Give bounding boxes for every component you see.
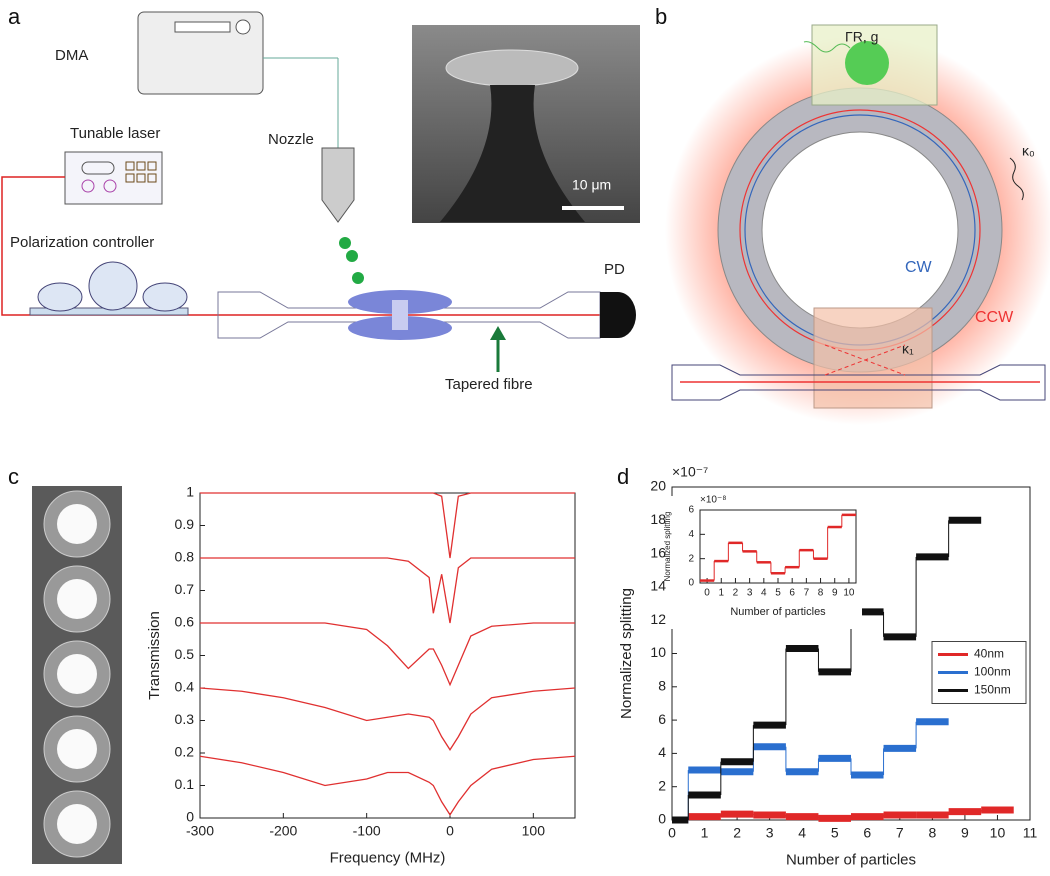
y-tick-label: 0.5 [175, 646, 195, 662]
label: CCW [975, 309, 1014, 326]
trace [199, 755, 576, 816]
label: Tunable laser [70, 125, 160, 142]
y-tick-label: 2 [688, 553, 694, 564]
x-tick-label: 5 [831, 825, 839, 841]
y-tick-label: 0 [688, 578, 694, 589]
x-tick-label: 1 [701, 825, 709, 841]
x-tick-label: 4 [761, 588, 767, 599]
y-tick-label: 0.6 [175, 614, 195, 630]
trace [200, 557, 575, 624]
x-tick-label: 6 [789, 588, 795, 599]
label: κ₀ [1022, 143, 1035, 159]
x-tick-label: 4 [798, 825, 806, 841]
x-tick-label: 3 [766, 825, 774, 841]
micrograph-strip [32, 486, 122, 864]
setup-diagram [1, 11, 640, 372]
y-tick-label: 18 [650, 511, 666, 527]
x-tick-label: 7 [896, 825, 904, 841]
x-tick-label: 0 [446, 823, 454, 839]
legend-label: 40nm [974, 647, 1004, 661]
legend-label: 150nm [974, 683, 1011, 697]
y-tick-label: 0.4 [175, 679, 195, 695]
label: Tapered fibre [445, 376, 533, 393]
y-axis-label: Normalized splitting [618, 588, 635, 719]
x-tick-label: 6 [863, 825, 871, 841]
label: Polarization controller [10, 234, 154, 251]
y-tick-label: 0.7 [175, 581, 195, 597]
x-tick-label: -200 [269, 823, 297, 839]
label: DMA [55, 47, 88, 64]
x-tick-label: 5 [775, 588, 781, 599]
x-axis-label: Number of particles [730, 606, 826, 618]
x-tick-label: 100 [522, 823, 546, 839]
x-tick-label: -100 [353, 823, 381, 839]
y-tick-label: 16 [650, 544, 666, 560]
scale-label: 10 μm [572, 177, 611, 193]
x-tick-label: 0 [704, 588, 710, 599]
panel-label: a [8, 4, 21, 29]
trace [200, 622, 575, 687]
label: PD [604, 261, 625, 278]
x-tick-label: 10 [843, 588, 855, 599]
y-tick-label: 6 [688, 505, 694, 516]
y-multiplier: ×10⁻⁸ [700, 495, 726, 506]
x-tick-label: 9 [961, 825, 969, 841]
y-tick-label: 20 [650, 478, 666, 494]
x-tick-label: -300 [186, 823, 214, 839]
y-tick-label: 0.2 [175, 744, 195, 760]
x-tick-label: 3 [747, 588, 753, 599]
trace [200, 492, 575, 559]
x-tick-label: 0 [668, 825, 676, 841]
y-tick-label: 0.1 [175, 776, 195, 792]
x-axis-label: Frequency (MHz) [330, 850, 446, 867]
x-tick-label: 8 [928, 825, 936, 841]
label: ΓR, g [845, 29, 878, 45]
y-tick-label: 1 [186, 484, 194, 500]
panel-label: d [617, 464, 629, 489]
y-tick-label: 0 [186, 809, 194, 825]
y-tick-label: 0 [658, 811, 666, 827]
x-tick-label: 2 [733, 588, 739, 599]
x-tick-label: 7 [804, 588, 810, 599]
y-tick-label: 0.9 [175, 516, 195, 532]
x-tick-label: 9 [832, 588, 838, 599]
label: κ₁ [902, 341, 914, 357]
y-axis-label: Normalized splitting [663, 512, 672, 582]
y-tick-label: 2 [658, 777, 666, 793]
y-tick-label: 4 [688, 529, 694, 540]
y-multiplier: ×10⁻⁷ [672, 464, 708, 480]
y-axis-label: Transmission [146, 611, 163, 700]
x-tick-label: 1 [718, 588, 724, 599]
x-axis-label: Number of particles [786, 852, 916, 869]
panel-label: c [8, 464, 19, 489]
y-tick-label: 6 [658, 711, 666, 727]
label: Nozzle [268, 131, 314, 148]
label: CW [905, 259, 933, 276]
panel-label: b [655, 4, 667, 29]
y-tick-label: 8 [658, 678, 666, 694]
y-tick-label: 10 [650, 644, 666, 660]
x-tick-label: 10 [990, 825, 1006, 841]
y-tick-label: 14 [650, 578, 666, 594]
ring-diagram [665, 24, 1050, 425]
legend-label: 100nm [974, 665, 1011, 679]
y-tick-label: 12 [650, 611, 666, 627]
x-tick-label: 8 [818, 588, 824, 599]
plot-frame [199, 492, 576, 819]
y-tick-label: 0.8 [175, 549, 195, 565]
y-tick-label: 0.3 [175, 711, 195, 727]
trace [199, 687, 576, 751]
x-tick-label: 11 [1023, 825, 1038, 841]
y-tick-label: 4 [658, 744, 666, 760]
x-tick-label: 2 [733, 825, 741, 841]
